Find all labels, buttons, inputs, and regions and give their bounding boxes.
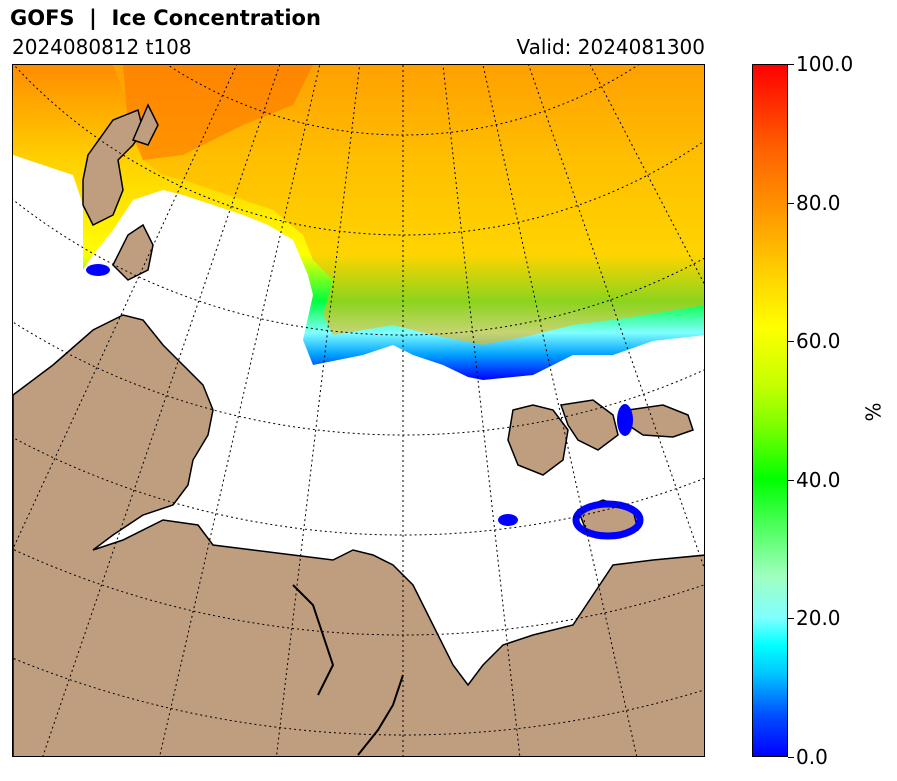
nordaustlandet — [131, 103, 159, 146]
colorbar-unit: % — [861, 402, 886, 422]
colorbar-tick-label: 100.0 — [796, 52, 854, 76]
colorbar-tick-label: 0.0 — [796, 745, 828, 769]
severnaya-zemlya-east — [559, 399, 619, 451]
rivers — [292, 584, 404, 756]
map-title: GOFS | Ice Concentration — [10, 6, 321, 30]
colorbar-tick — [788, 618, 794, 620]
colorbar-tick — [788, 341, 794, 343]
eurasia-mainland — [13, 314, 704, 756]
ice-patches — [86, 264, 644, 540]
colorbar-tick — [788, 479, 794, 481]
island-group-east — [627, 404, 694, 438]
colorbar-tick — [788, 202, 794, 204]
svalbard — [82, 108, 144, 227]
colorbar-tick-label: 80.0 — [796, 190, 841, 215]
sea-ice-high — [123, 65, 313, 160]
colorbar-tick-label: 40.0 — [796, 467, 841, 492]
colorbar-tick-label: 60.0 — [796, 329, 841, 354]
ice-concentration-map — [13, 65, 704, 756]
colorbar-tick — [788, 757, 794, 758]
colorbar-tick — [788, 64, 794, 65]
colorbar — [752, 64, 788, 757]
colorbar-tick-label: 20.0 — [796, 606, 841, 631]
franz-josef-land — [112, 223, 154, 281]
sea-ice-core — [113, 65, 704, 345]
forecast-run: 2024080812 t108 — [12, 35, 192, 59]
valid-time: Valid: 2024081300 — [516, 35, 705, 59]
severnaya-zemlya-west — [507, 404, 569, 476]
graticule — [13, 65, 704, 756]
map-panel[interactable] — [12, 64, 705, 757]
